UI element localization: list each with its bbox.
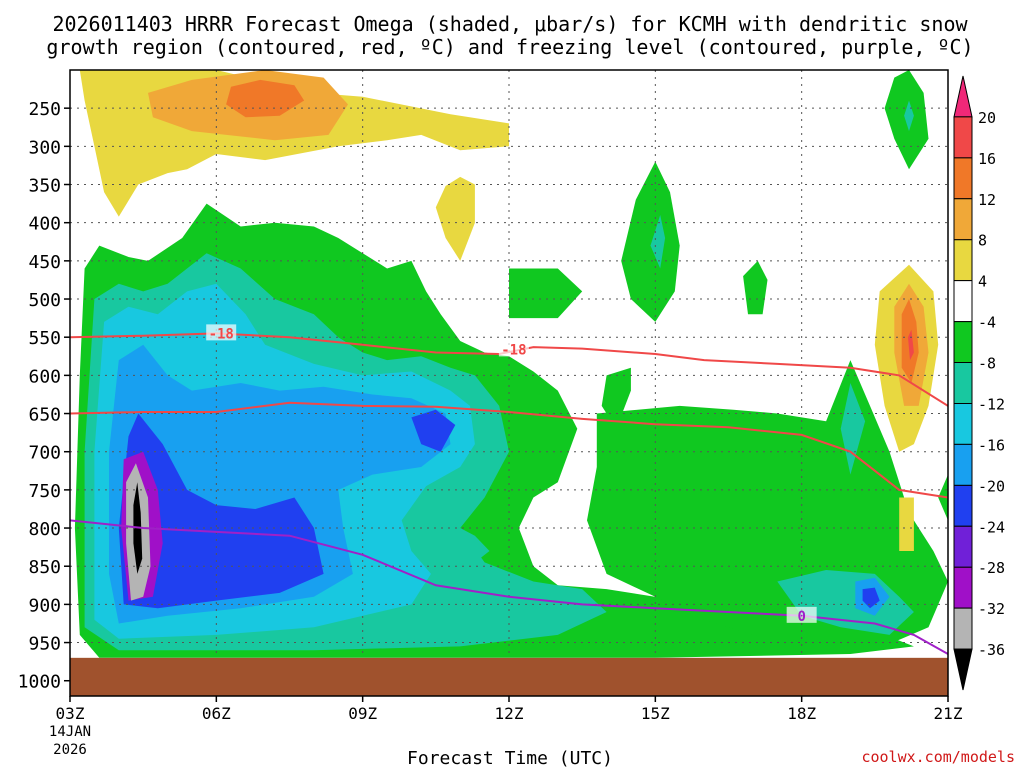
colorbar-label-20: 20 <box>978 109 996 127</box>
colorbar-label--4: -4 <box>978 314 996 332</box>
omega-region-purple-24 <box>118 413 324 609</box>
y-tick-label-600: 600 <box>28 366 61 387</box>
y-tick-label-400: 400 <box>28 214 61 235</box>
omega-region-mid-yellow-cell <box>435 176 475 261</box>
dendritic-contour--12 <box>70 401 948 499</box>
omega-region-green-15z-column <box>621 161 680 322</box>
dendritic-contour--18 <box>70 332 948 407</box>
colorbar-bin-10 <box>953 484 973 527</box>
y-tick-label-750: 750 <box>28 481 61 502</box>
x-tick-label-15Z: 15Z <box>641 704 670 723</box>
y-tick-label-350: 350 <box>28 176 61 197</box>
y-tick-label-450: 450 <box>28 252 61 273</box>
x-tick-label-21Z: 21Z <box>934 704 963 723</box>
colorbar-bin-6 <box>953 321 973 364</box>
omega-region-green-12z-cell <box>509 268 583 319</box>
colorbar-label-16: 16 <box>978 150 996 168</box>
dendritic-label-left-bg <box>206 324 237 341</box>
chart-title-line-2: growth region (contoured, red, ºC) and f… <box>46 35 973 59</box>
colorbar-bin-3 <box>953 198 973 241</box>
x-tick-label-06Z: 06Z <box>202 704 231 723</box>
colorbar-bin-13 <box>953 607 973 650</box>
colorbar-label-8: 8 <box>978 232 987 250</box>
colorbar-label--28: -28 <box>978 559 1005 577</box>
omega-region-green-17z-cell <box>743 260 768 315</box>
colorbar-label--20: -20 <box>978 477 1005 495</box>
colorbar-bin-11 <box>953 525 973 568</box>
chart-title-line-1: 2026011403 HRRR Forecast Omega (shaded, … <box>52 12 968 36</box>
colorbar-bin-2 <box>953 157 973 200</box>
omega-region-blue-19z-core <box>862 587 880 609</box>
dendritic-label-right: -18 <box>501 342 526 358</box>
dendritic-label-left: -18 <box>209 326 234 342</box>
colorbar-label-12: 12 <box>978 191 996 209</box>
y-tick-label-500: 500 <box>28 290 61 311</box>
colorbar-bin-5 <box>953 280 973 323</box>
y-tick-label-550: 550 <box>28 328 61 349</box>
y-tick-label-950: 950 <box>28 634 61 655</box>
y-tick-label-1000: 1000 <box>18 672 61 693</box>
colorbar-bin-4 <box>953 239 973 282</box>
x-axis-label: Forecast Time (UTC) <box>407 748 613 768</box>
colorbar-bin-7 <box>953 362 973 404</box>
omega-region-teal-19z-cell <box>840 383 866 475</box>
dendritic-label-right-bg <box>498 340 529 357</box>
colorbar-bin-12 <box>953 566 973 609</box>
y-tick-label-700: 700 <box>28 443 61 464</box>
colorbar-label-4: 4 <box>978 273 987 291</box>
freezing-level-label: 0 <box>797 609 805 625</box>
y-tick-label-250: 250 <box>28 99 61 120</box>
y-tick-label-900: 900 <box>28 595 61 616</box>
colorbar-label--32: -32 <box>978 600 1005 618</box>
colorbar-label--8: -8 <box>978 355 996 373</box>
x-tick-label-12Z: 12Z <box>495 704 524 723</box>
colorbar-bin-0 <box>953 75 973 118</box>
colorbar-label--12: -12 <box>978 395 1005 413</box>
colorbar-label--16: -16 <box>978 436 1005 454</box>
x-date-line-2: 2026 <box>53 742 87 758</box>
x-date-line-1: 14JAN <box>49 724 91 740</box>
y-tick-label-650: 650 <box>28 405 61 426</box>
colorbar-label--36: -36 <box>978 641 1005 659</box>
colorbar-label--24: -24 <box>978 518 1005 536</box>
freezing-level-label-bg <box>786 606 817 623</box>
y-tick-label-300: 300 <box>28 137 61 158</box>
y-tick-label-800: 800 <box>28 519 61 540</box>
omega-region-yellow-20z-low <box>899 497 914 551</box>
freezing-level-contour <box>70 519 948 655</box>
source-credit: coolwx.com/models <box>861 748 1015 766</box>
omega-region-teal-15z-cell <box>650 215 666 269</box>
colorbar-bin-8 <box>953 402 973 445</box>
colorbar-bin-14 <box>953 648 973 691</box>
colorbar-bin-9 <box>953 443 973 486</box>
colorbar-bin-1 <box>953 116 973 159</box>
y-tick-label-850: 850 <box>28 557 61 578</box>
omega-region-red-20z-16 <box>908 329 914 361</box>
ground-surface <box>70 657 948 696</box>
omega-region-teal-mid-cell <box>455 528 490 567</box>
x-tick-label-18Z: 18Z <box>787 704 816 723</box>
omega-region-purple-11z-cell <box>411 409 456 452</box>
x-tick-label-03Z: 03Z <box>56 704 85 723</box>
x-tick-label-09Z: 09Z <box>348 704 377 723</box>
